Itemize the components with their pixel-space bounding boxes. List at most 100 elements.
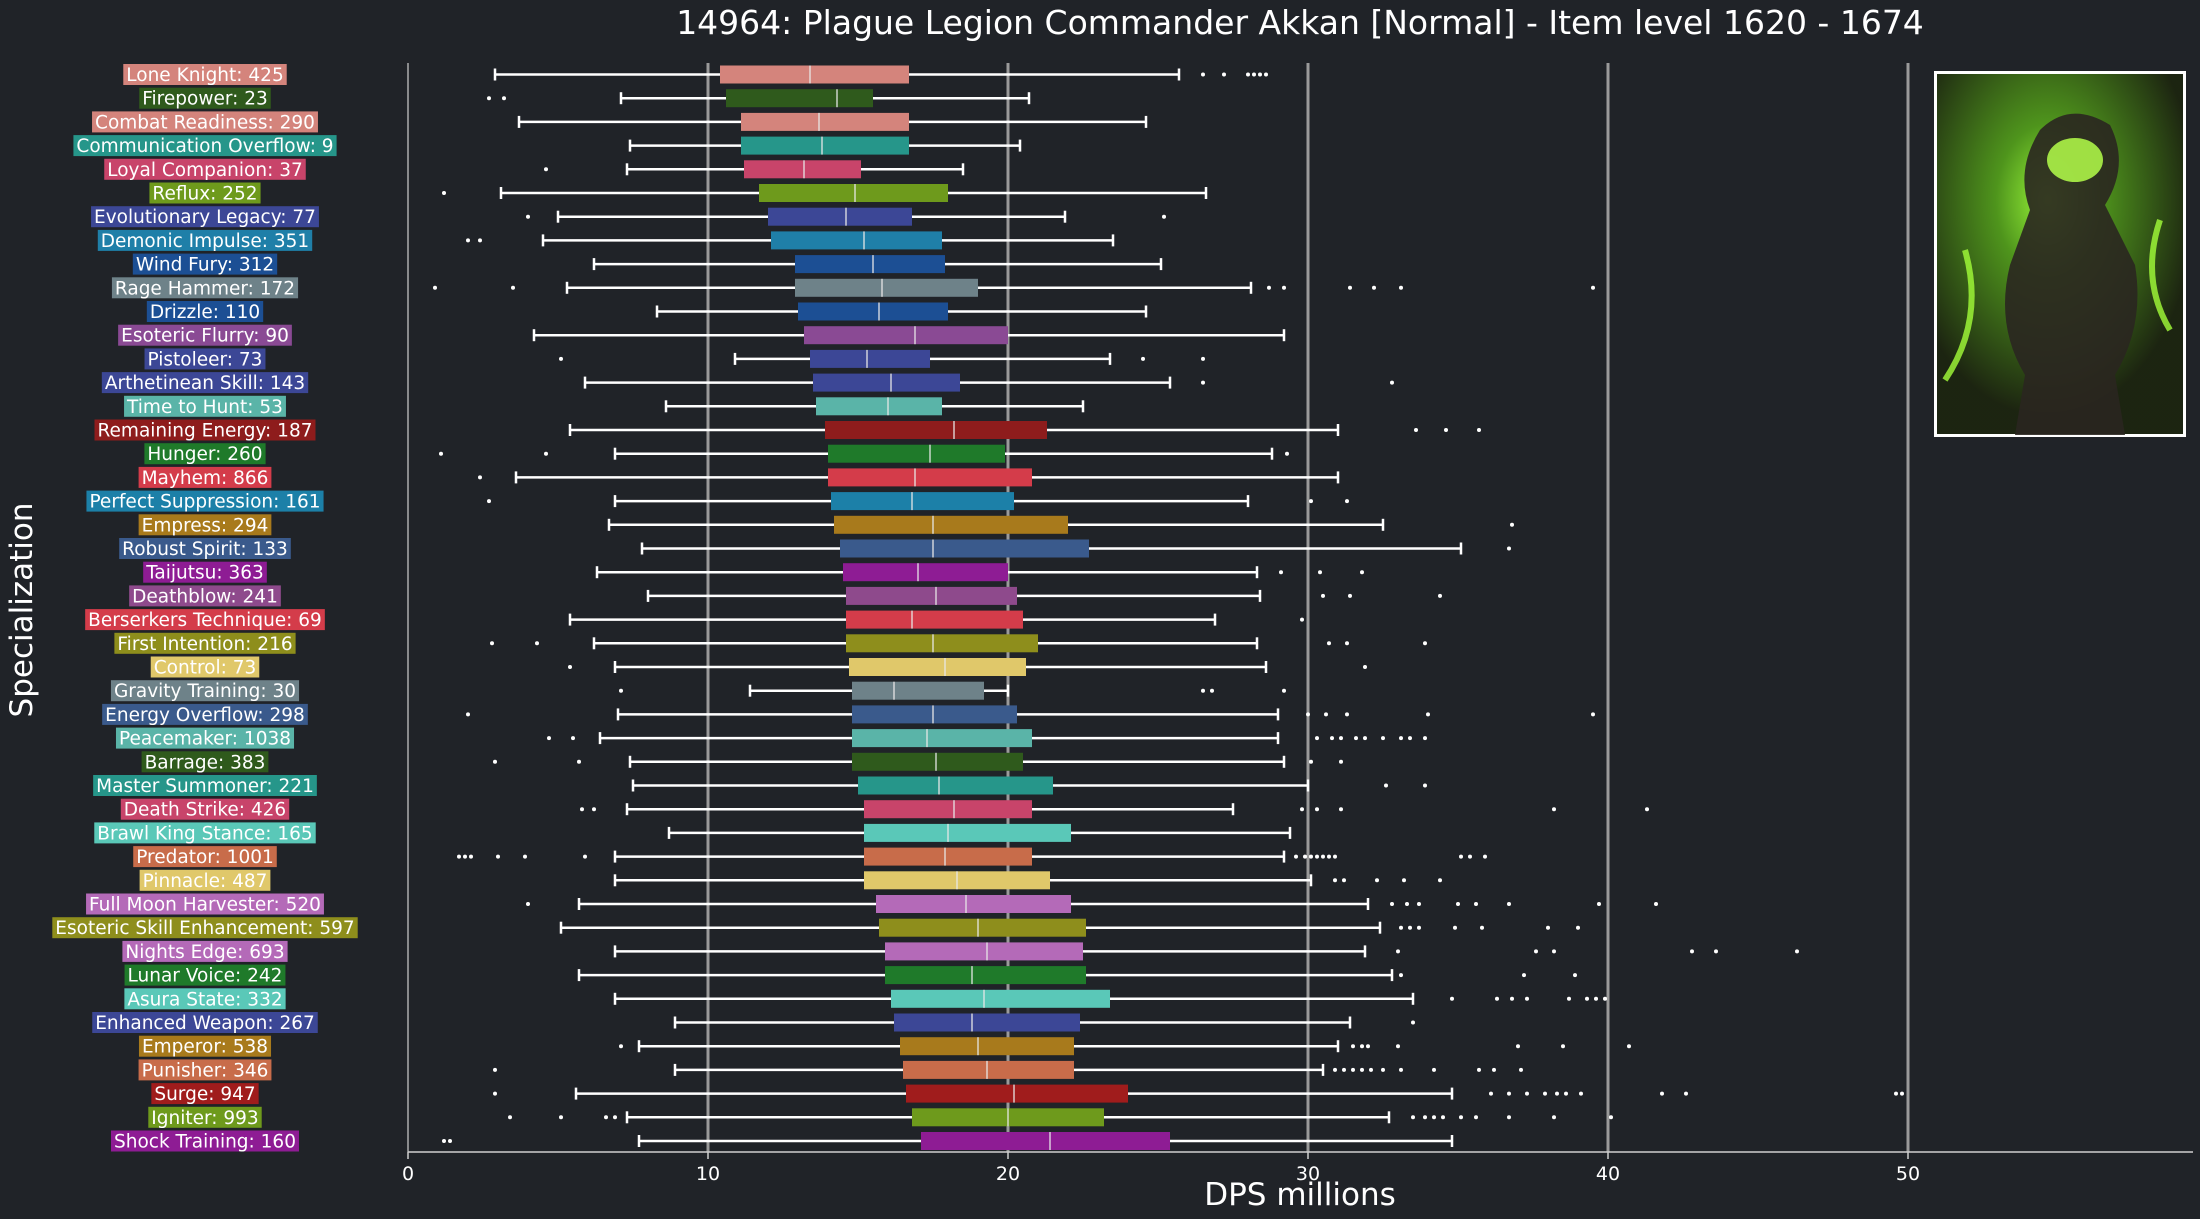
outlier-point	[1201, 72, 1205, 77]
outlier-point	[1354, 736, 1358, 741]
outlier-point	[1333, 1067, 1337, 1072]
outlier-point	[1315, 736, 1319, 741]
specialization-label: Loyal Companion: 37	[107, 160, 303, 181]
specialization-label-background	[104, 158, 306, 180]
specialization-label: Full Moon Harvester: 520	[89, 895, 321, 916]
outlier-point	[1438, 878, 1442, 883]
outlier-point	[1309, 499, 1313, 504]
box-series-group	[433, 65, 1904, 1150]
iqr-box	[744, 160, 861, 179]
outlier-point	[1414, 428, 1418, 432]
specialization-label: Pinnacle: 487	[143, 871, 268, 892]
outlier-point	[1492, 1067, 1496, 1072]
specialization-label-background	[118, 324, 292, 346]
outlier-point	[1411, 1020, 1415, 1025]
outlier-point	[1474, 1115, 1478, 1120]
outlier-point	[1591, 285, 1595, 290]
outlier-point	[1264, 72, 1268, 77]
specialization-label-background	[94, 419, 316, 441]
specialization-label: First Intention: 216	[117, 634, 292, 655]
outlier-point	[1579, 1091, 1583, 1096]
outlier-point	[1162, 214, 1166, 219]
iqr-box	[864, 800, 1032, 819]
outlier-point	[442, 1139, 446, 1143]
outlier-point	[1309, 854, 1313, 859]
iqr-box	[852, 705, 1017, 724]
outlier-point	[496, 854, 500, 859]
outlier-point	[463, 854, 467, 859]
x-tick-label: 10	[696, 1163, 720, 1185]
x-tick-label: 20	[996, 1163, 1020, 1185]
outlier-point	[1360, 1067, 1364, 1072]
box-row	[667, 823, 1292, 842]
outlier-point	[1315, 807, 1319, 812]
box-row	[466, 231, 1115, 250]
outlier-point	[535, 641, 539, 646]
outlier-point	[559, 356, 563, 361]
outlier-point	[490, 641, 494, 646]
iqr-box	[843, 563, 1008, 582]
iqr-box	[879, 918, 1086, 937]
outlier-point	[1282, 285, 1286, 290]
specialization-label-background	[115, 727, 295, 749]
iqr-box	[858, 776, 1053, 795]
box-row	[547, 729, 1427, 748]
specialization-label-background	[94, 822, 316, 844]
outlier-point	[1399, 973, 1403, 978]
outlier-point	[583, 854, 587, 859]
outlier-point	[1507, 1091, 1511, 1096]
outlier-point	[466, 238, 470, 243]
outlier-point	[1564, 1091, 1568, 1096]
specialization-label-background	[138, 466, 272, 488]
outlier-point	[1459, 854, 1463, 859]
specialization-label: Rage Hammer: 172	[115, 278, 295, 299]
outlier-point	[1525, 996, 1529, 1001]
box-row	[559, 918, 1580, 937]
outlier-point	[1342, 1067, 1346, 1072]
iqr-box	[864, 847, 1032, 866]
specialization-label-background	[52, 917, 358, 939]
outlier-point	[1303, 854, 1307, 859]
outlier-point	[1396, 1044, 1400, 1049]
specialization-label-background	[138, 1059, 272, 1081]
specialization-label: Empress: 294	[142, 515, 269, 536]
outlier-point	[1282, 688, 1286, 693]
specialization-label: Lunar Voice: 242	[128, 966, 283, 987]
box-row	[595, 563, 1364, 582]
specialization-label-background	[120, 798, 290, 820]
outlier-point	[1330, 736, 1334, 741]
specialization-label: Time to Hunt: 53	[126, 397, 283, 418]
outlier-point	[1258, 72, 1262, 77]
specialization-label-background	[110, 680, 300, 702]
outlier-point	[442, 191, 446, 195]
outlier-point	[559, 1115, 563, 1120]
outlier-point	[1318, 570, 1322, 575]
specialization-label-background	[102, 703, 308, 725]
outlier-point	[1519, 1067, 1523, 1072]
outlier-point	[502, 96, 506, 101]
box-row	[442, 184, 1208, 202]
vertical-gridlines	[407, 63, 1910, 1152]
specialization-label: Firepower: 23	[142, 89, 268, 110]
specialization-label: Perfect Suppression: 161	[89, 492, 320, 513]
specialization-label: Brawl King Stance: 165	[97, 823, 312, 844]
outlier-point	[1522, 973, 1526, 978]
iqr-box	[816, 397, 942, 416]
outlier-point	[526, 902, 530, 906]
box-row	[493, 65, 1268, 84]
outlier-point	[1390, 380, 1394, 385]
boss-portrait-image	[1934, 71, 2186, 437]
outlier-point	[1285, 451, 1289, 456]
specialization-label-background	[151, 1083, 259, 1105]
specialization-label: Pistoleer: 73	[148, 349, 263, 370]
outlier-point	[1459, 1115, 1463, 1120]
iqr-box	[768, 207, 912, 226]
specialization-label-background	[92, 1012, 318, 1033]
specialization-label-background	[144, 348, 266, 370]
outlier-point	[1432, 1067, 1436, 1072]
specialization-label: Energy Overflow: 298	[105, 705, 305, 726]
box-row	[619, 681, 1286, 700]
box-row	[568, 610, 1304, 629]
box-row	[613, 871, 1442, 890]
